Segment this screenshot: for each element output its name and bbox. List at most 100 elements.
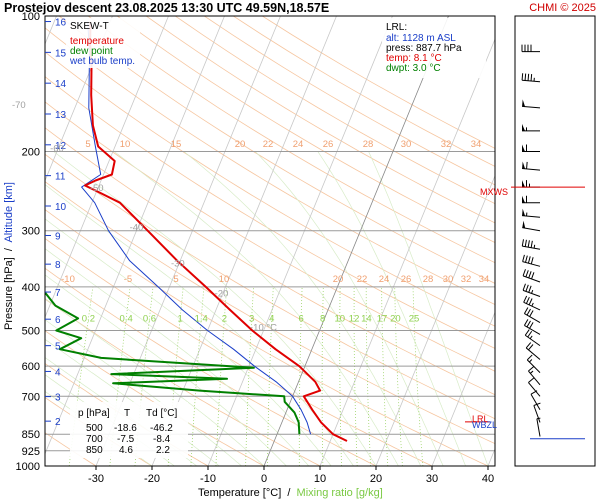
isotherm — [487, 447, 495, 466]
x-axis-title: Temperature [°C] / Mixing ratio [g/kg] — [198, 487, 383, 499]
table-header-td: Td [°C] — [146, 408, 177, 419]
altitude-tick-label: 5 — [55, 342, 61, 353]
wind-barb-staff — [530, 393, 541, 411]
wind-barb-feather — [531, 272, 535, 280]
wetbulb-profile — [81, 21, 312, 435]
mixing-ratio-label: 1 — [177, 313, 182, 324]
wind-barb-feather — [525, 297, 530, 304]
dry-adiabat-label: 28 — [363, 139, 374, 150]
lrl-press: press: 887.7 hPa — [386, 43, 462, 54]
mixing-ratio-label: 0.4 — [120, 313, 133, 324]
legend-dewpoint: dew point — [70, 46, 113, 57]
isotherm — [45, 16, 113, 182]
table-cell: -46.2 — [150, 423, 173, 434]
wind-barb-feather — [528, 344, 534, 351]
wind-barb — [522, 254, 541, 267]
table-cell: 2.2 — [156, 445, 170, 456]
wind-barb — [523, 295, 541, 311]
table-cell: 4.6 — [119, 445, 133, 456]
dry-adiabat-label: 22 — [357, 274, 368, 285]
dry-adiabat — [233, 16, 495, 167]
dry-adiabat-label: 15 — [171, 139, 182, 150]
wind-barb — [522, 195, 540, 204]
wind-barb — [526, 354, 541, 373]
altitude-ticks: 2 3 4 5 6 7 8 9 10 11 12 13 14 15 16 — [45, 18, 67, 428]
dry-adiabat-label: 32 — [441, 139, 452, 150]
altitude-tick-label: 12 — [55, 141, 67, 152]
mixing-ratio-label: 3 — [249, 313, 254, 324]
dry-adiabat — [87, 16, 495, 264]
temperature-tick-label: -20 — [144, 473, 160, 485]
wind-barb — [522, 208, 541, 218]
wind-barb-staff — [526, 359, 541, 373]
dry-adiabat-label: 5 — [85, 139, 90, 150]
dry-adiabat-label: 34 — [471, 139, 482, 150]
altitude-tick-label: 15 — [55, 48, 67, 59]
temperature-profile — [84, 21, 348, 442]
wind-barb — [525, 342, 541, 360]
wind-barb-staff — [522, 227, 541, 232]
dry-adiabat-label: 20 — [333, 274, 344, 285]
mixing-ratio-label: 0.6 — [143, 313, 156, 324]
temperature-ticks: -30 -20 -10 0 10 20 30 40 — [88, 466, 494, 485]
dry-adiabat — [145, 16, 495, 224]
isotherm — [45, 16, 169, 319]
altitude-tick-label: 2 — [55, 417, 61, 428]
dry-adiabat-label: 22 — [263, 139, 274, 150]
wind-barb — [536, 417, 541, 437]
wind-barb — [522, 180, 540, 188]
svg-text:Pressure [hPa] / Altitude [k: Pressure [hPa] / Altitude [km] — [3, 182, 15, 330]
wind-barb-staff — [533, 405, 541, 423]
dry-adiabat-label: 26 — [323, 139, 334, 150]
wind-barb-staff — [536, 418, 541, 437]
mixing-ratio-label: 0.2 — [82, 313, 95, 324]
table-cell: -8.4 — [153, 434, 171, 445]
wind-barb-staff — [522, 105, 541, 109]
dry-adiabat — [45, 76, 495, 349]
wind-barb-feather — [525, 342, 532, 349]
wind-barb-half-feather — [531, 289, 534, 294]
wind-barb-feather — [528, 271, 532, 279]
table-header-p: p [hPa] — [78, 408, 110, 419]
pressure-tick-label: 925 — [22, 446, 40, 458]
temperature-tick-label: 10 — [314, 473, 326, 485]
wind-barb — [522, 99, 541, 109]
wind-barb-feather — [528, 298, 533, 306]
wind-barb — [521, 73, 541, 83]
mixing-ratio-label: 12 — [349, 313, 360, 324]
wind-barb-half-feather — [529, 335, 533, 340]
mixing-ratio-label: 4 — [269, 313, 274, 324]
wind-barb — [522, 269, 541, 283]
wind-barb — [528, 377, 541, 397]
dry-adiabat-label: 20 — [235, 139, 246, 150]
wind-barb-feather — [527, 240, 530, 248]
wind-barb-feather — [528, 366, 535, 372]
temperature-tick-label: -30 — [88, 473, 104, 485]
isotherm — [319, 38, 495, 466]
temperature-tick-label: -10 — [200, 473, 216, 485]
altitude-tick-label: 10 — [55, 202, 67, 213]
mixing-ratio-label: 2 — [222, 313, 227, 324]
pressure-tick-label: 700 — [22, 391, 40, 403]
pressure-tick-label: 1000 — [16, 461, 40, 473]
wind-barb-staff — [524, 334, 541, 347]
wind-barb-feather — [527, 73, 530, 81]
level-markers: MXWS LRL WBZL — [472, 187, 508, 430]
wind-barb — [533, 402, 541, 423]
pressure-tick-label: 500 — [22, 326, 40, 338]
wind-barb-half-feather — [529, 359, 533, 363]
pressure-tick-label: 300 — [22, 226, 40, 238]
dry-adiabat-label: 26 — [401, 274, 412, 285]
altitude-tick-label: 14 — [55, 79, 67, 90]
wind-barb-feather — [521, 239, 524, 247]
pressure-tick-label: 850 — [22, 429, 40, 441]
wind-barb-feather — [522, 254, 525, 262]
dry-adiabat-label: 24 — [293, 139, 304, 150]
wind-barb-feather — [523, 307, 529, 314]
wind-barb-feather — [526, 308, 531, 316]
mixing-ratio-label: 20 — [390, 313, 401, 324]
dry-adiabat — [45, 127, 495, 396]
wind-barb-feather — [527, 330, 533, 338]
wind-barb-feather — [527, 256, 531, 264]
mixing-ratio-label: 10 — [335, 313, 346, 324]
